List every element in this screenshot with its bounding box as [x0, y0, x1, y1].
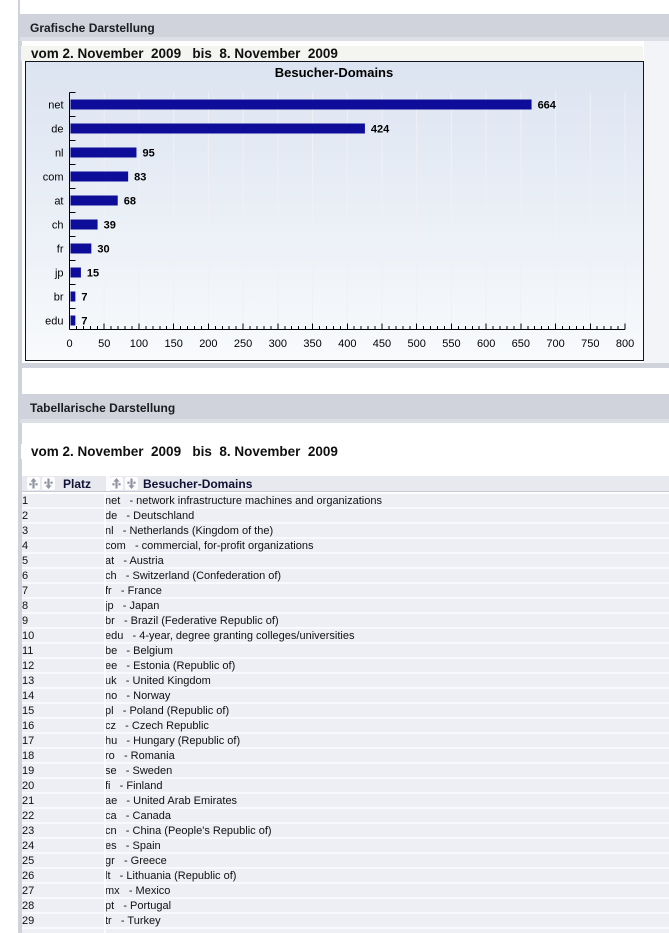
svg-text:550: 550 [442, 338, 460, 350]
svg-text:ch: ch [52, 220, 64, 232]
svg-text:664: 664 [538, 100, 557, 112]
svg-text:30: 30 [97, 244, 109, 256]
svg-text:15: 15 [87, 268, 99, 280]
svg-text:100: 100 [130, 338, 148, 350]
svg-text:jp: jp [54, 268, 64, 280]
svg-text:424: 424 [371, 124, 390, 136]
svg-text:br: br [54, 292, 64, 304]
svg-text:net: net [48, 100, 63, 112]
svg-text:750: 750 [581, 338, 599, 350]
svg-text:600: 600 [477, 338, 495, 350]
svg-text:68: 68 [124, 196, 136, 208]
svg-text:450: 450 [373, 338, 391, 350]
svg-text:200: 200 [199, 338, 217, 350]
svg-text:39: 39 [104, 220, 116, 232]
svg-text:400: 400 [338, 338, 356, 350]
svg-text:83: 83 [134, 172, 146, 184]
svg-text:com: com [43, 172, 64, 184]
svg-text:350: 350 [303, 338, 321, 350]
svg-text:250: 250 [234, 338, 252, 350]
svg-text:nl: nl [55, 148, 64, 160]
svg-text:800: 800 [616, 338, 634, 350]
svg-text:95: 95 [142, 148, 154, 160]
svg-text:fr: fr [57, 244, 64, 256]
svg-text:700: 700 [546, 338, 564, 350]
svg-text:50: 50 [98, 338, 110, 350]
svg-text:300: 300 [269, 338, 287, 350]
svg-text:7: 7 [81, 316, 87, 328]
svg-text:at: at [54, 196, 63, 208]
svg-text:edu: edu [45, 316, 63, 328]
svg-text:Besucher-Domains: Besucher-Domains [275, 65, 393, 80]
svg-text:500: 500 [408, 338, 426, 350]
svg-text:650: 650 [512, 338, 530, 350]
svg-text:0: 0 [66, 338, 72, 350]
svg-text:7: 7 [81, 292, 87, 304]
svg-text:150: 150 [164, 338, 182, 350]
svg-text:de: de [51, 124, 63, 136]
